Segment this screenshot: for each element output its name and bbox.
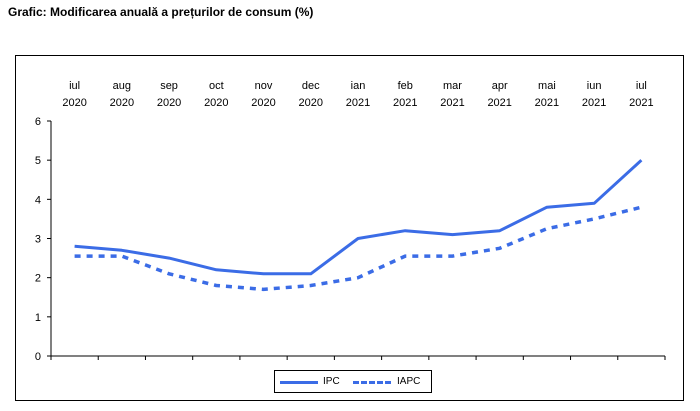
x-tick-label-month: ian <box>351 80 366 92</box>
x-tick-label-year: 2020 <box>110 97 134 109</box>
y-tick-label: 0 <box>35 351 41 363</box>
page-title: Grafic: Modificarea anuală a prețurilor … <box>8 5 314 19</box>
x-tick-label-year: 2021 <box>346 97 370 109</box>
legend-label-iapc: IAPC <box>397 376 421 387</box>
x-tick-label-month: sep <box>160 80 178 92</box>
y-tick-label: 6 <box>35 116 41 128</box>
x-tick-label-month: mai <box>538 80 556 92</box>
series-line-iapc <box>74 205 642 292</box>
x-tick-label-month: dec <box>302 80 320 92</box>
x-tick-label-year: 2021 <box>393 97 417 109</box>
y-tick-label: 3 <box>35 234 41 246</box>
x-tick-label-year: 2020 <box>251 97 275 109</box>
y-tick-label: 4 <box>35 194 41 206</box>
x-tick-label-year: 2021 <box>487 97 511 109</box>
x-tick-label-month: aug <box>113 80 131 92</box>
x-tick-label-month: iul <box>69 80 80 92</box>
x-tick-label-month: feb <box>398 80 413 92</box>
y-tick-label: 2 <box>35 273 41 285</box>
x-tick-label-year: 2020 <box>204 97 228 109</box>
x-tick-label-month: iul <box>636 80 647 92</box>
y-tick-label: 1 <box>35 312 41 324</box>
x-tick-label-month: apr <box>492 80 508 92</box>
x-tick-label-year: 2020 <box>62 97 86 109</box>
x-tick-label-month: oct <box>209 80 224 92</box>
x-tick-label-year: 2020 <box>157 97 181 109</box>
y-tick-label: 5 <box>35 155 41 167</box>
x-tick-label-month: mar <box>443 80 462 92</box>
chart-legend: IPC IAPC <box>274 370 432 393</box>
x-tick-label-year: 2020 <box>299 97 323 109</box>
chart-frame <box>15 55 684 401</box>
legend-label-ipc: IPC <box>323 376 340 387</box>
legend-swatch-ipc <box>280 381 318 384</box>
legend-swatch-iapc <box>353 381 391 384</box>
series-line-ipc <box>74 159 643 276</box>
x-tick-label-year: 2021 <box>582 97 606 109</box>
x-tick-label-month: nov <box>255 80 273 92</box>
x-tick-label-year: 2021 <box>629 97 653 109</box>
x-tick-label-month: iun <box>587 80 602 92</box>
x-tick-label-year: 2021 <box>440 97 464 109</box>
x-tick-label-year: 2021 <box>535 97 559 109</box>
